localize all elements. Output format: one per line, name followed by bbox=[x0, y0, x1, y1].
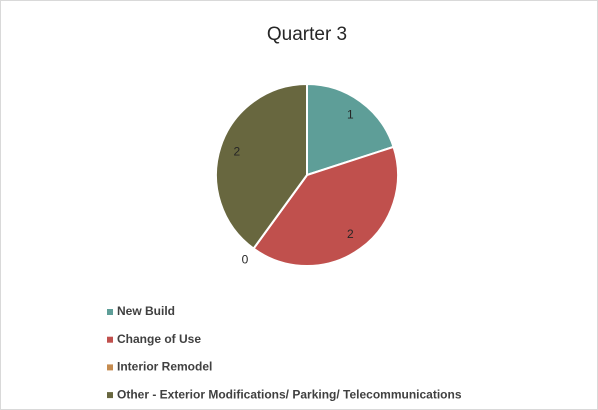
legend-swatch bbox=[107, 392, 113, 399]
data-label: 2 bbox=[347, 227, 354, 241]
data-label: 2 bbox=[234, 144, 241, 158]
chart-title: Quarter 3 bbox=[267, 24, 347, 45]
legend-label: Change of Use bbox=[117, 332, 201, 346]
legend-label: Interior Remodel bbox=[117, 360, 212, 374]
legend-label: Other - Exterior Modifications/ Parking/… bbox=[117, 387, 462, 401]
data-label: 0 bbox=[242, 253, 249, 267]
legend-swatch bbox=[107, 336, 113, 343]
pie-slice bbox=[252, 145, 399, 267]
legend-swatch bbox=[107, 364, 113, 371]
pie-slice bbox=[215, 82, 308, 251]
data-label: 1 bbox=[347, 108, 354, 122]
pie-slice bbox=[306, 82, 395, 177]
legend-swatch bbox=[107, 309, 113, 315]
legend-label: New Build bbox=[117, 304, 175, 318]
